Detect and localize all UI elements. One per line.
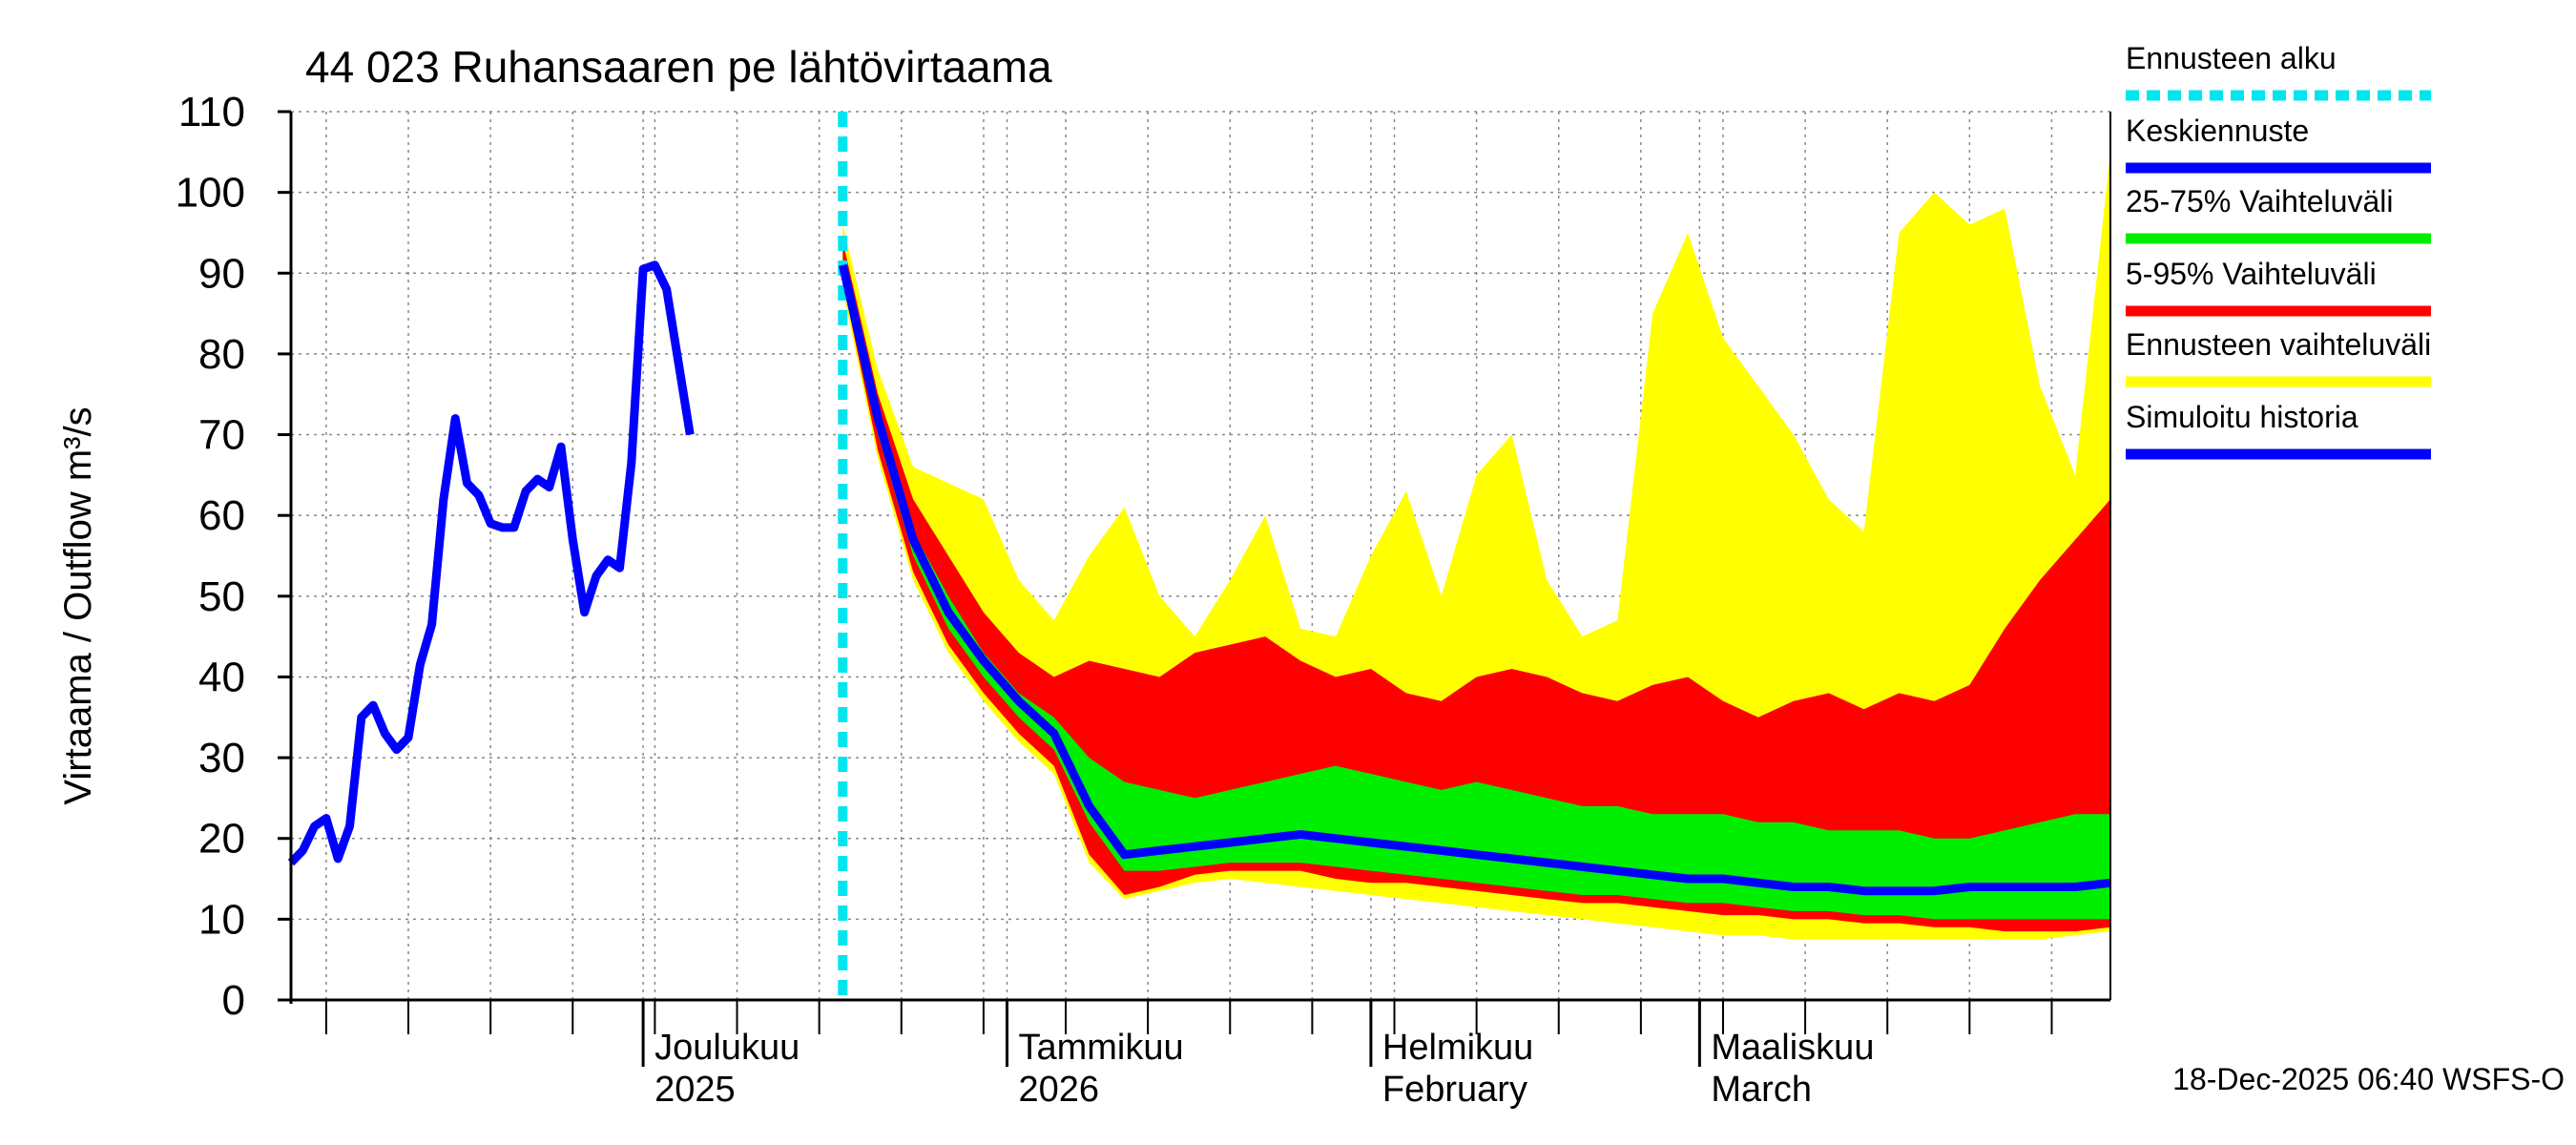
x-month-label: Helmikuu: [1382, 1028, 1533, 1068]
y-tick-label: 20: [198, 816, 245, 863]
x-month-label: Maaliskuu: [1711, 1028, 1874, 1068]
footer-timestamp: 18-Dec-2025 06:40 WSFS-O: [2172, 1062, 2565, 1096]
y-tick-label: 30: [198, 735, 245, 781]
x-month-sublabel: March: [1711, 1070, 1812, 1110]
x-month-sublabel: 2025: [654, 1070, 736, 1110]
x-month-label: Tammikuu: [1018, 1028, 1183, 1068]
legend-label: Simuloitu historia: [2126, 400, 2358, 434]
legend-label: Ennusteen vaihteluväli: [2126, 327, 2431, 362]
y-axis-label: Virtaama / Outflow m³/s: [57, 406, 99, 804]
y-tick-label: 110: [178, 89, 245, 135]
legend-label: 25-75% Vaihteluväli: [2126, 184, 2393, 219]
chart-title: 44 023 Ruhansaaren pe lähtövirtaama: [305, 42, 1052, 92]
y-tick-label: 50: [198, 573, 245, 620]
x-month-sublabel: February: [1382, 1070, 1527, 1110]
y-tick-label: 10: [198, 896, 245, 943]
x-month-sublabel: 2026: [1018, 1070, 1099, 1110]
y-tick-label: 60: [198, 492, 245, 539]
y-tick-label: 0: [222, 977, 245, 1024]
legend-label: 5-95% Vaihteluväli: [2126, 257, 2377, 291]
simulated-history-line: [287, 260, 695, 866]
median-forecast-line: [838, 263, 2111, 896]
legend-label: Keskiennuste: [2126, 114, 2309, 148]
band-25-75: [842, 257, 2110, 920]
band-5-95: [842, 240, 2110, 932]
x-month-label: Joulukuu: [654, 1028, 800, 1068]
y-tick-label: 70: [198, 412, 245, 459]
legend-label: Ennusteen alku: [2126, 41, 2337, 75]
y-tick-label: 90: [198, 250, 245, 297]
y-tick-label: 80: [198, 331, 245, 378]
y-tick-label: 100: [176, 170, 245, 217]
y-tick-label: 40: [198, 654, 245, 700]
